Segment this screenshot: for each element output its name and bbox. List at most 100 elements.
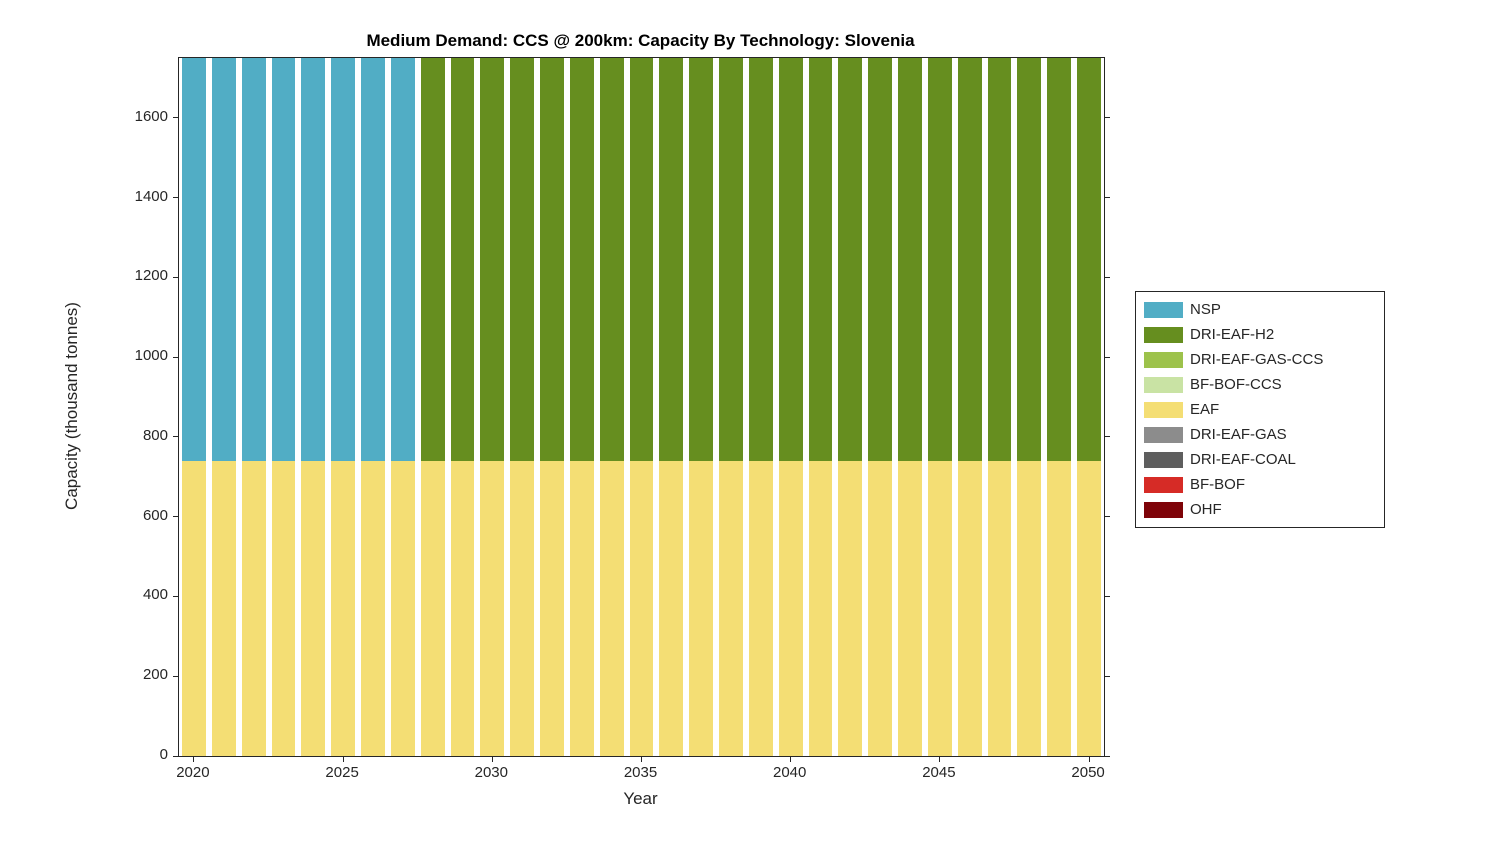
bar-segment-eaf <box>778 460 803 756</box>
bar-segment-dri-eaf-h2 <box>748 58 773 461</box>
legend-label: OHF <box>1190 501 1222 518</box>
legend-item-eaf: EAF <box>1136 397 1384 422</box>
y-tick-right <box>1104 675 1110 677</box>
bar-segment-dri-eaf-h2 <box>1017 58 1042 461</box>
y-tick-right <box>1104 595 1110 597</box>
bar-segment-dri-eaf-h2 <box>778 58 803 461</box>
legend-swatch <box>1144 326 1183 343</box>
y-tick-left <box>173 356 179 358</box>
bar-segment-eaf <box>957 460 982 756</box>
bar-segment-eaf <box>987 460 1012 756</box>
x-axis-label: Year <box>623 789 658 808</box>
bar-segment-dri-eaf-h2 <box>898 58 922 461</box>
legend-item-dri-eaf-gas: DRI-EAF-GAS <box>1136 422 1384 447</box>
bar-segment-dri-eaf-h2 <box>450 58 475 461</box>
y-tick-label: 800 <box>142 426 168 444</box>
bar-segment-eaf <box>569 460 594 756</box>
bar-segment-eaf <box>838 460 863 756</box>
y-tick-label: 600 <box>142 506 168 524</box>
x-tick <box>790 756 792 762</box>
y-axis-label: Capacity (thousand tonnes) <box>62 302 81 510</box>
bar-segment-eaf <box>927 460 952 756</box>
bar-segment-dri-eaf-h2 <box>599 58 624 461</box>
x-tick-label: 2025 <box>325 764 359 781</box>
bar-segment-eaf <box>331 460 356 756</box>
legend-item-dri-eaf-gas-ccs: DRI-EAF-GAS-CCS <box>1136 347 1384 372</box>
bar-segment-dri-eaf-h2 <box>480 58 505 461</box>
y-tick-right <box>1104 516 1110 518</box>
legend-swatch <box>1144 476 1183 493</box>
y-tick-label: 1000 <box>134 347 168 365</box>
y-tick-left <box>173 675 179 677</box>
legend-label: NSP <box>1190 301 1221 318</box>
x-tick-label: 2030 <box>474 764 508 781</box>
bar-segment-eaf <box>420 460 445 756</box>
x-tick <box>193 756 195 762</box>
bar-segment-eaf <box>808 460 833 756</box>
bar-segment-eaf <box>480 460 505 756</box>
y-tick-right <box>1104 755 1110 757</box>
x-tick <box>1088 756 1090 762</box>
x-tick <box>342 756 344 762</box>
plot-area <box>173 57 1110 762</box>
y-tick-left <box>173 436 179 438</box>
y-tick-left <box>173 117 179 119</box>
legend-item-bf-bof-ccs: BF-BOF-CCS <box>1136 372 1384 397</box>
bar-segment-dri-eaf-h2 <box>868 58 893 461</box>
y-tick-label: 1400 <box>134 187 168 205</box>
y-tick-left <box>173 516 179 518</box>
bar-segment-eaf <box>629 460 654 756</box>
y-tick-left <box>173 595 179 597</box>
bar-segment-dri-eaf-h2 <box>1047 58 1072 461</box>
bar-segment-eaf <box>1047 460 1072 756</box>
bar-segment-dri-eaf-h2 <box>838 58 863 461</box>
legend-swatch <box>1144 376 1183 393</box>
y-tick-label: 1200 <box>134 267 168 285</box>
bar-segment-eaf <box>898 460 922 756</box>
bar-segment-eaf <box>689 460 714 756</box>
x-tick-label: 2035 <box>623 764 658 781</box>
x-tick-label: 2050 <box>1071 764 1105 781</box>
bar-segment-eaf <box>301 460 326 756</box>
legend-swatch <box>1144 401 1183 418</box>
x-tick-label: 2020 <box>176 764 210 781</box>
bar-segment-dri-eaf-h2 <box>540 58 564 461</box>
legend-label: BF-BOF-CCS <box>1190 376 1282 393</box>
y-tick-label: 400 <box>142 586 168 604</box>
bar-segment-nsp <box>271 58 296 461</box>
y-tick-label: 1600 <box>134 107 168 125</box>
legend-swatch <box>1144 301 1183 318</box>
y-tick-right <box>1104 356 1110 358</box>
legend-item-dri-eaf-coal: DRI-EAF-COAL <box>1136 447 1384 472</box>
bar-segment-dri-eaf-h2 <box>420 58 445 461</box>
legend-item-bf-bof: BF-BOF <box>1136 472 1384 497</box>
y-tick-label: 200 <box>142 666 168 684</box>
bar-segment-eaf <box>599 460 624 756</box>
bar-segment-dri-eaf-h2 <box>629 58 654 461</box>
legend-swatch <box>1144 351 1183 368</box>
bar-segment-eaf <box>510 460 535 756</box>
bar-segment-dri-eaf-h2 <box>689 58 714 461</box>
bar-segment-eaf <box>450 460 475 756</box>
legend-swatch <box>1144 426 1183 443</box>
legend-item-nsp: NSP <box>1136 297 1384 322</box>
y-tick-left <box>173 755 179 757</box>
bar-segment-eaf <box>241 460 266 756</box>
y-tick-right <box>1104 276 1110 278</box>
bar-segment-dri-eaf-h2 <box>510 58 535 461</box>
y-tick-label: 0 <box>159 746 168 763</box>
bar-segment-nsp <box>361 58 385 461</box>
bar-segment-eaf <box>748 460 773 756</box>
x-tick-label: 2045 <box>922 764 956 781</box>
bar-segment-eaf <box>181 460 206 756</box>
y-tick-right <box>1104 117 1110 119</box>
legend-item-dri-eaf-h2: DRI-EAF-H2 <box>1136 322 1384 347</box>
legend-item-ohf: OHF <box>1136 497 1384 522</box>
bar-segment-dri-eaf-h2 <box>719 58 743 461</box>
bar-segment-eaf <box>1077 460 1101 756</box>
x-tick <box>939 756 941 762</box>
legend-label: DRI-EAF-H2 <box>1190 326 1275 343</box>
bar-segment-nsp <box>390 58 415 461</box>
bar-segment-eaf <box>540 460 564 756</box>
